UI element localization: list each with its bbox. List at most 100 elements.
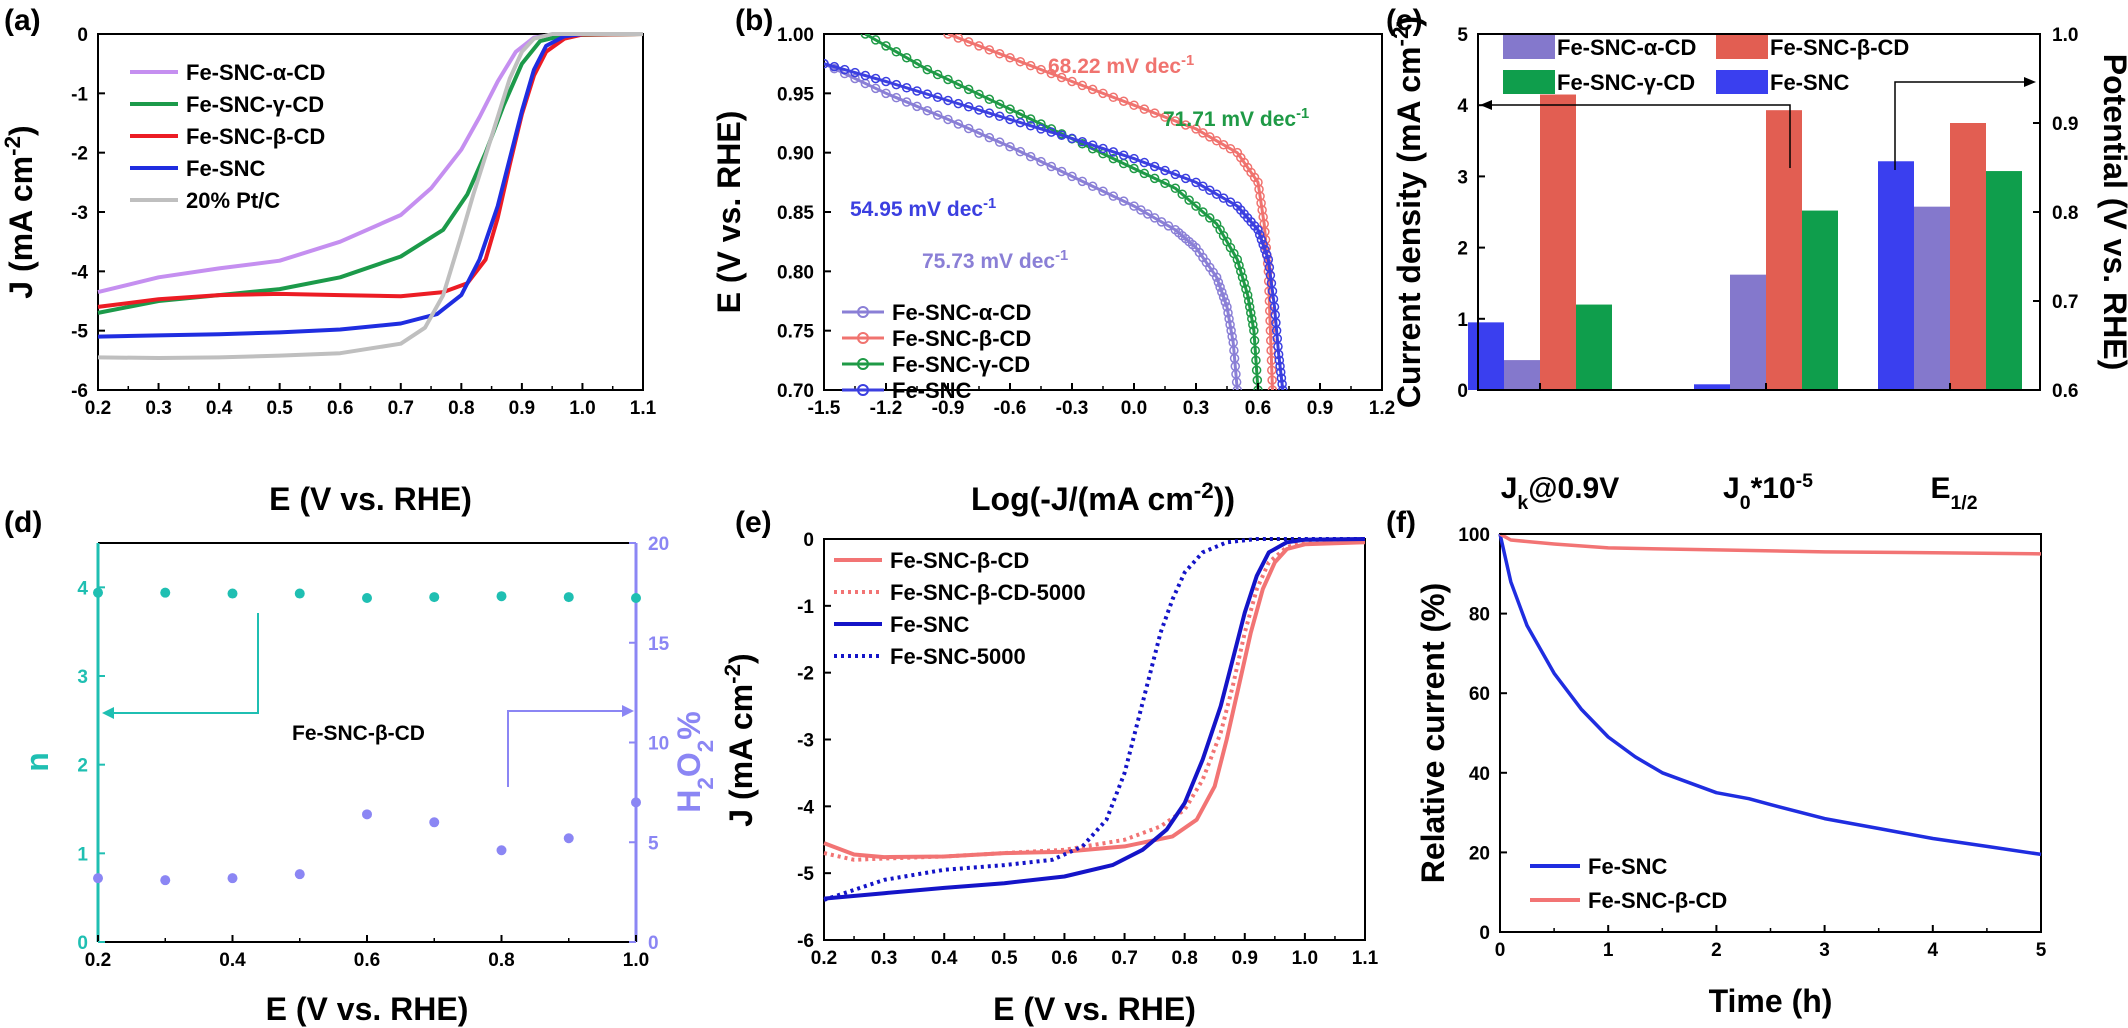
series-line-Fe-SNC-β-CD [1499,532,2042,556]
data-point-Fe-SNC-α-CD [891,92,902,103]
data-point-Fe-SNC [922,89,933,99]
data-point-Fe-SNC-γ-CD [943,74,953,85]
y2-tick-label-c: 0.6 [2052,381,2078,402]
y-tick-label-f: 20 [1469,843,1490,864]
series-line-Fe-SNC-α-CD [97,32,643,295]
y2-tick-label-d: 15 [648,634,670,655]
data-point-Fe-SNC-γ-CD [1239,278,1249,288]
data-point-Fe-SNC-β-CD [1225,143,1236,154]
data-point-Fe-SNC-γ-CD [974,89,984,100]
data-point-Fe-SNC-β-CD [1205,132,1215,142]
x-tick-label-d: 0.2 [85,950,111,971]
legend-label-f: Fe-SNC-β-CD [1588,888,1727,913]
data-point-Fe-SNC-γ-CD [1005,104,1015,114]
x-tick-label-d: 1.0 [623,950,649,971]
data-point-Fe-SNC-α-CD [1227,331,1237,342]
y2-tick-label-c: 0.7 [2052,292,2078,313]
x-tick-label-a: 0.8 [448,398,474,419]
data-point-Fe-SNC [1098,143,1108,154]
series-line-Fe-SNC [1498,533,2042,857]
x-tick-label-f: 0 [1495,940,1506,961]
data-point-Fe-SNC [1276,373,1287,383]
y-tick-label-b: 0.95 [777,84,814,105]
data-point-H2O2 [93,873,103,884]
x-tick-label-b: 0.6 [1245,398,1271,419]
data-point-Fe-SNC [953,98,964,109]
data-point-Fe-SNC-γ-CD [1149,173,1160,184]
data-point-H2O2 [563,833,574,844]
data-point-Fe-SNC-β-CD [1265,335,1276,346]
slope-annotation-b: 68.22 mV dec-1 [1048,53,1194,78]
data-point-Fe-SNC-β-CD [1077,80,1088,91]
arrow-left-axis-c [1490,104,1791,168]
y-tick-label-c: 1 [1457,310,1468,331]
data-point-Fe-SNC-γ-CD [1237,272,1248,283]
y-tick-label-b: 0.75 [777,322,814,343]
y-axis-title-c: Current density (mA cm-2) [1388,16,1428,408]
data-point-Fe-SNC-β-CD [1263,276,1274,286]
data-point-Fe-SNC [1275,361,1285,372]
bar-Fe-SNC-γ-CD-Jk@0.9V [1576,304,1612,390]
x-tick-label-e: 0.3 [871,948,897,969]
y-axis-title-b: E (V vs. RHE) [711,111,747,314]
data-point-Fe-SNC [1258,239,1268,250]
x-tick-label-e: 1.1 [1352,948,1379,969]
data-point-Fe-SNC-β-CD [1149,108,1160,118]
data-point-Fe-SNC-α-CD [1211,272,1222,283]
x-tick-label-a: 0.2 [85,398,111,419]
data-point-Fe-SNC [943,95,953,106]
data-point-Fe-SNC [932,92,943,103]
data-point-Fe-SNC [1046,127,1057,137]
data-point-Fe-SNC-α-CD [1108,191,1119,201]
x-tick-label-b: 0.9 [1307,398,1333,419]
x-tick-label-b: -0.9 [932,398,965,419]
x-tick-label-a: 1.0 [569,398,595,419]
data-point-H2O2 [294,869,305,880]
data-point-Fe-SNC-β-CD [1025,60,1036,71]
data-point-Fe-SNC-γ-CD [1177,189,1187,199]
data-point-Fe-SNC-γ-CD [1160,178,1170,189]
data-point-Fe-SNC [1149,161,1160,172]
legend-label-e: Fe-SNC-β-CD-5000 [890,580,1086,605]
bar-Fe-SNC-α-CD-E1/2 [1914,206,1950,390]
data-point-Fe-SNC-α-CD [1118,196,1129,206]
legend-label-c: Fe-SNC-α-CD [1557,35,1696,60]
data-point-H2O2 [160,875,171,886]
y2-tick-label-c: 1.0 [2052,25,2078,46]
legend-swatch-c [1716,35,1768,59]
data-point-Fe-SNC [1191,177,1201,188]
y2-tick-label-d: 20 [648,534,669,555]
series-line-Fe-SNC-β-CD [823,540,1366,860]
data-point-Fe-SNC [1273,349,1284,360]
y2-tick-label-c: 0.8 [2052,203,2078,224]
data-point-Fe-SNC-γ-CD [1243,296,1254,306]
data-point-Fe-SNC [1274,355,1285,366]
data-point-Fe-SNC-α-CD [850,73,860,84]
legend-label-c: Fe-SNC-β-CD [1770,35,1909,60]
data-point-Fe-SNC-γ-CD [901,52,912,63]
x-tick-label-f: 4 [1928,940,1939,961]
data-point-H2O2 [631,797,641,808]
data-point-Fe-SNC-β-CD [1056,72,1067,83]
y-tick-label-e: -4 [797,797,814,818]
legend-label-a: 20% Pt/C [186,188,280,213]
data-point-Fe-SNC-γ-CD [1249,335,1260,346]
y-tick-label-e: 0 [803,530,814,551]
plot-area-b [824,34,1288,390]
bar-Fe-SNC-Jk@0.9V [1468,322,1504,390]
data-point-Fe-SNC-α-CD [1163,221,1174,231]
data-point-Fe-SNC [870,73,881,84]
data-point-Fe-SNC-γ-CD [1242,290,1253,300]
data-point-Fe-SNC [901,83,912,93]
data-point-Fe-SNC-α-CD [932,110,943,120]
data-point-Fe-SNC-γ-CD [1025,114,1036,124]
category-label-c: E1/2 [1930,472,1977,514]
legend-label-e: Fe-SNC-5000 [890,644,1026,669]
data-point-Fe-SNC-γ-CD [932,69,943,80]
data-point-Fe-SNC-β-CD [1067,76,1077,87]
data-point-Fe-SNC-γ-CD [1247,314,1257,324]
data-point-Fe-SNC [1118,150,1129,160]
x-tick-label-b: -0.6 [994,398,1027,419]
legend-swatch-c [1503,70,1555,94]
data-point-Fe-SNC-α-CD [953,119,964,129]
